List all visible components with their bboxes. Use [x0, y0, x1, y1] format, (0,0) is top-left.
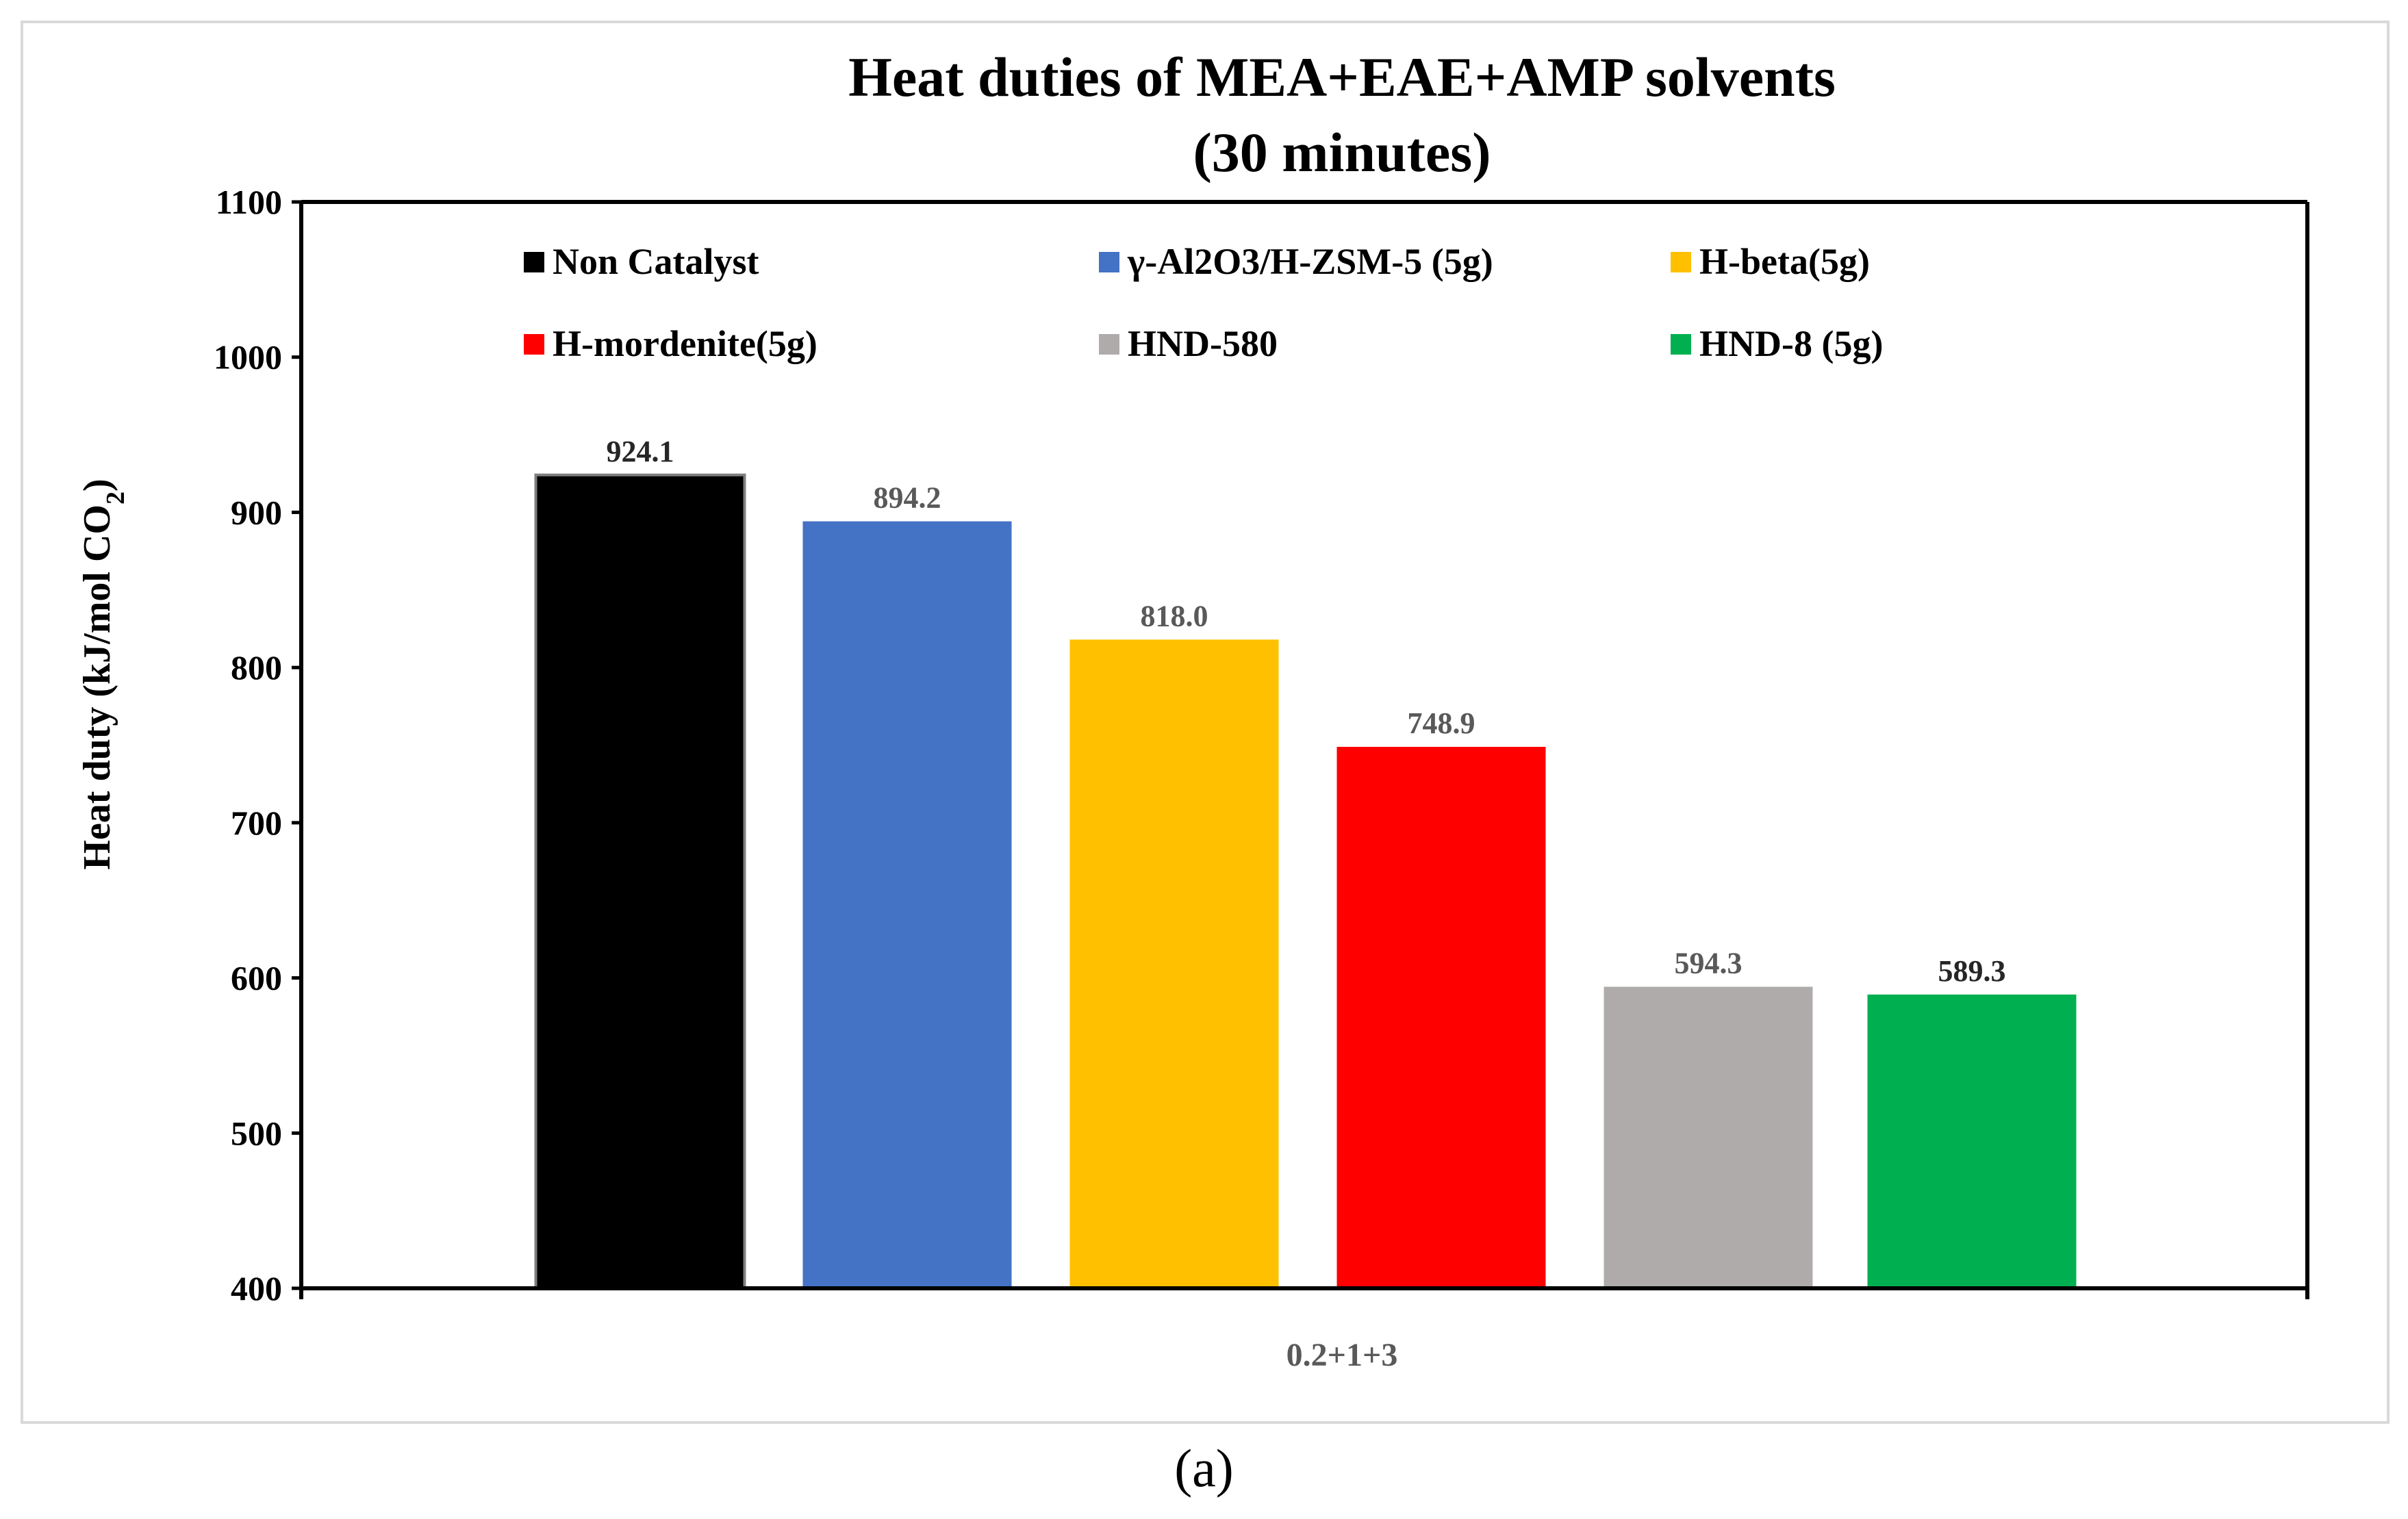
- figure-caption: (a): [1174, 1438, 1234, 1498]
- data-label: 594.3: [1675, 946, 1742, 980]
- chart-title: Heat duties of MEA+EAE+AMP solvents: [848, 46, 1836, 108]
- y-tick-label: 1000: [214, 338, 282, 376]
- svg-text:Heat duty (kJ/mol CO2): Heat duty (kJ/mol CO2): [76, 478, 130, 869]
- legend-label: γ-Al2O3/H-ZSM-5 (5g): [1127, 241, 1493, 282]
- x-category-label: 0.2+1+3: [1287, 1337, 1398, 1373]
- chart-subtitle: (30 minutes): [1193, 121, 1491, 183]
- bar: [1069, 639, 1279, 1288]
- y-tick-label: 600: [231, 959, 282, 997]
- legend-label: HND-580: [1128, 323, 1278, 364]
- legend-swatch: [1671, 334, 1691, 355]
- bars: [534, 473, 2077, 1290]
- y-tick-label: 500: [231, 1114, 282, 1152]
- bar: [1336, 746, 1546, 1288]
- data-label: 894.2: [874, 481, 941, 515]
- bar: [1867, 994, 2077, 1288]
- data-labels: 924.1 894.2 818.0 748.9 594.3 589.3: [607, 435, 2006, 988]
- legend-swatch: [1671, 252, 1691, 272]
- legend-label: H-beta(5g): [1699, 241, 1870, 282]
- legend: Non Catalyst γ-Al2O3/H-ZSM-5 (5g) H-beta(5…: [524, 241, 1883, 364]
- y-axis-title-subscript: 2: [101, 492, 130, 505]
- legend-swatch: [1099, 252, 1119, 272]
- legend-swatch: [524, 334, 544, 355]
- y-axis-title: Heat duty (kJ/mol CO2): [76, 478, 130, 869]
- y-axis-title-end: ): [76, 478, 118, 492]
- bar: [534, 473, 746, 1290]
- y-tick-label: 900: [231, 493, 282, 531]
- bar: [1604, 986, 1813, 1288]
- y-tick-label: 400: [231, 1269, 282, 1307]
- legend-label: Non Catalyst: [553, 241, 759, 282]
- data-label: 924.1: [607, 435, 674, 468]
- y-tick-label: 700: [231, 804, 282, 842]
- y-tick-label: 1100: [216, 183, 282, 221]
- legend-label: HND-8 (5g): [1699, 323, 1883, 364]
- y-tick-label: 800: [231, 648, 282, 687]
- data-label: 818.0: [1141, 599, 1208, 633]
- data-label: 748.9: [1408, 706, 1475, 740]
- bar: [802, 521, 1012, 1288]
- data-label: 589.3: [1938, 954, 2006, 988]
- legend-swatch: [1099, 334, 1119, 355]
- y-axis-ticks: 400 500 600 700 800 900 1000 1100: [214, 183, 2309, 1307]
- legend-label: H-mordenite(5g): [553, 323, 818, 364]
- legend-swatch: [524, 252, 544, 272]
- y-axis-title-main: Heat duty (kJ/mol CO: [76, 505, 118, 870]
